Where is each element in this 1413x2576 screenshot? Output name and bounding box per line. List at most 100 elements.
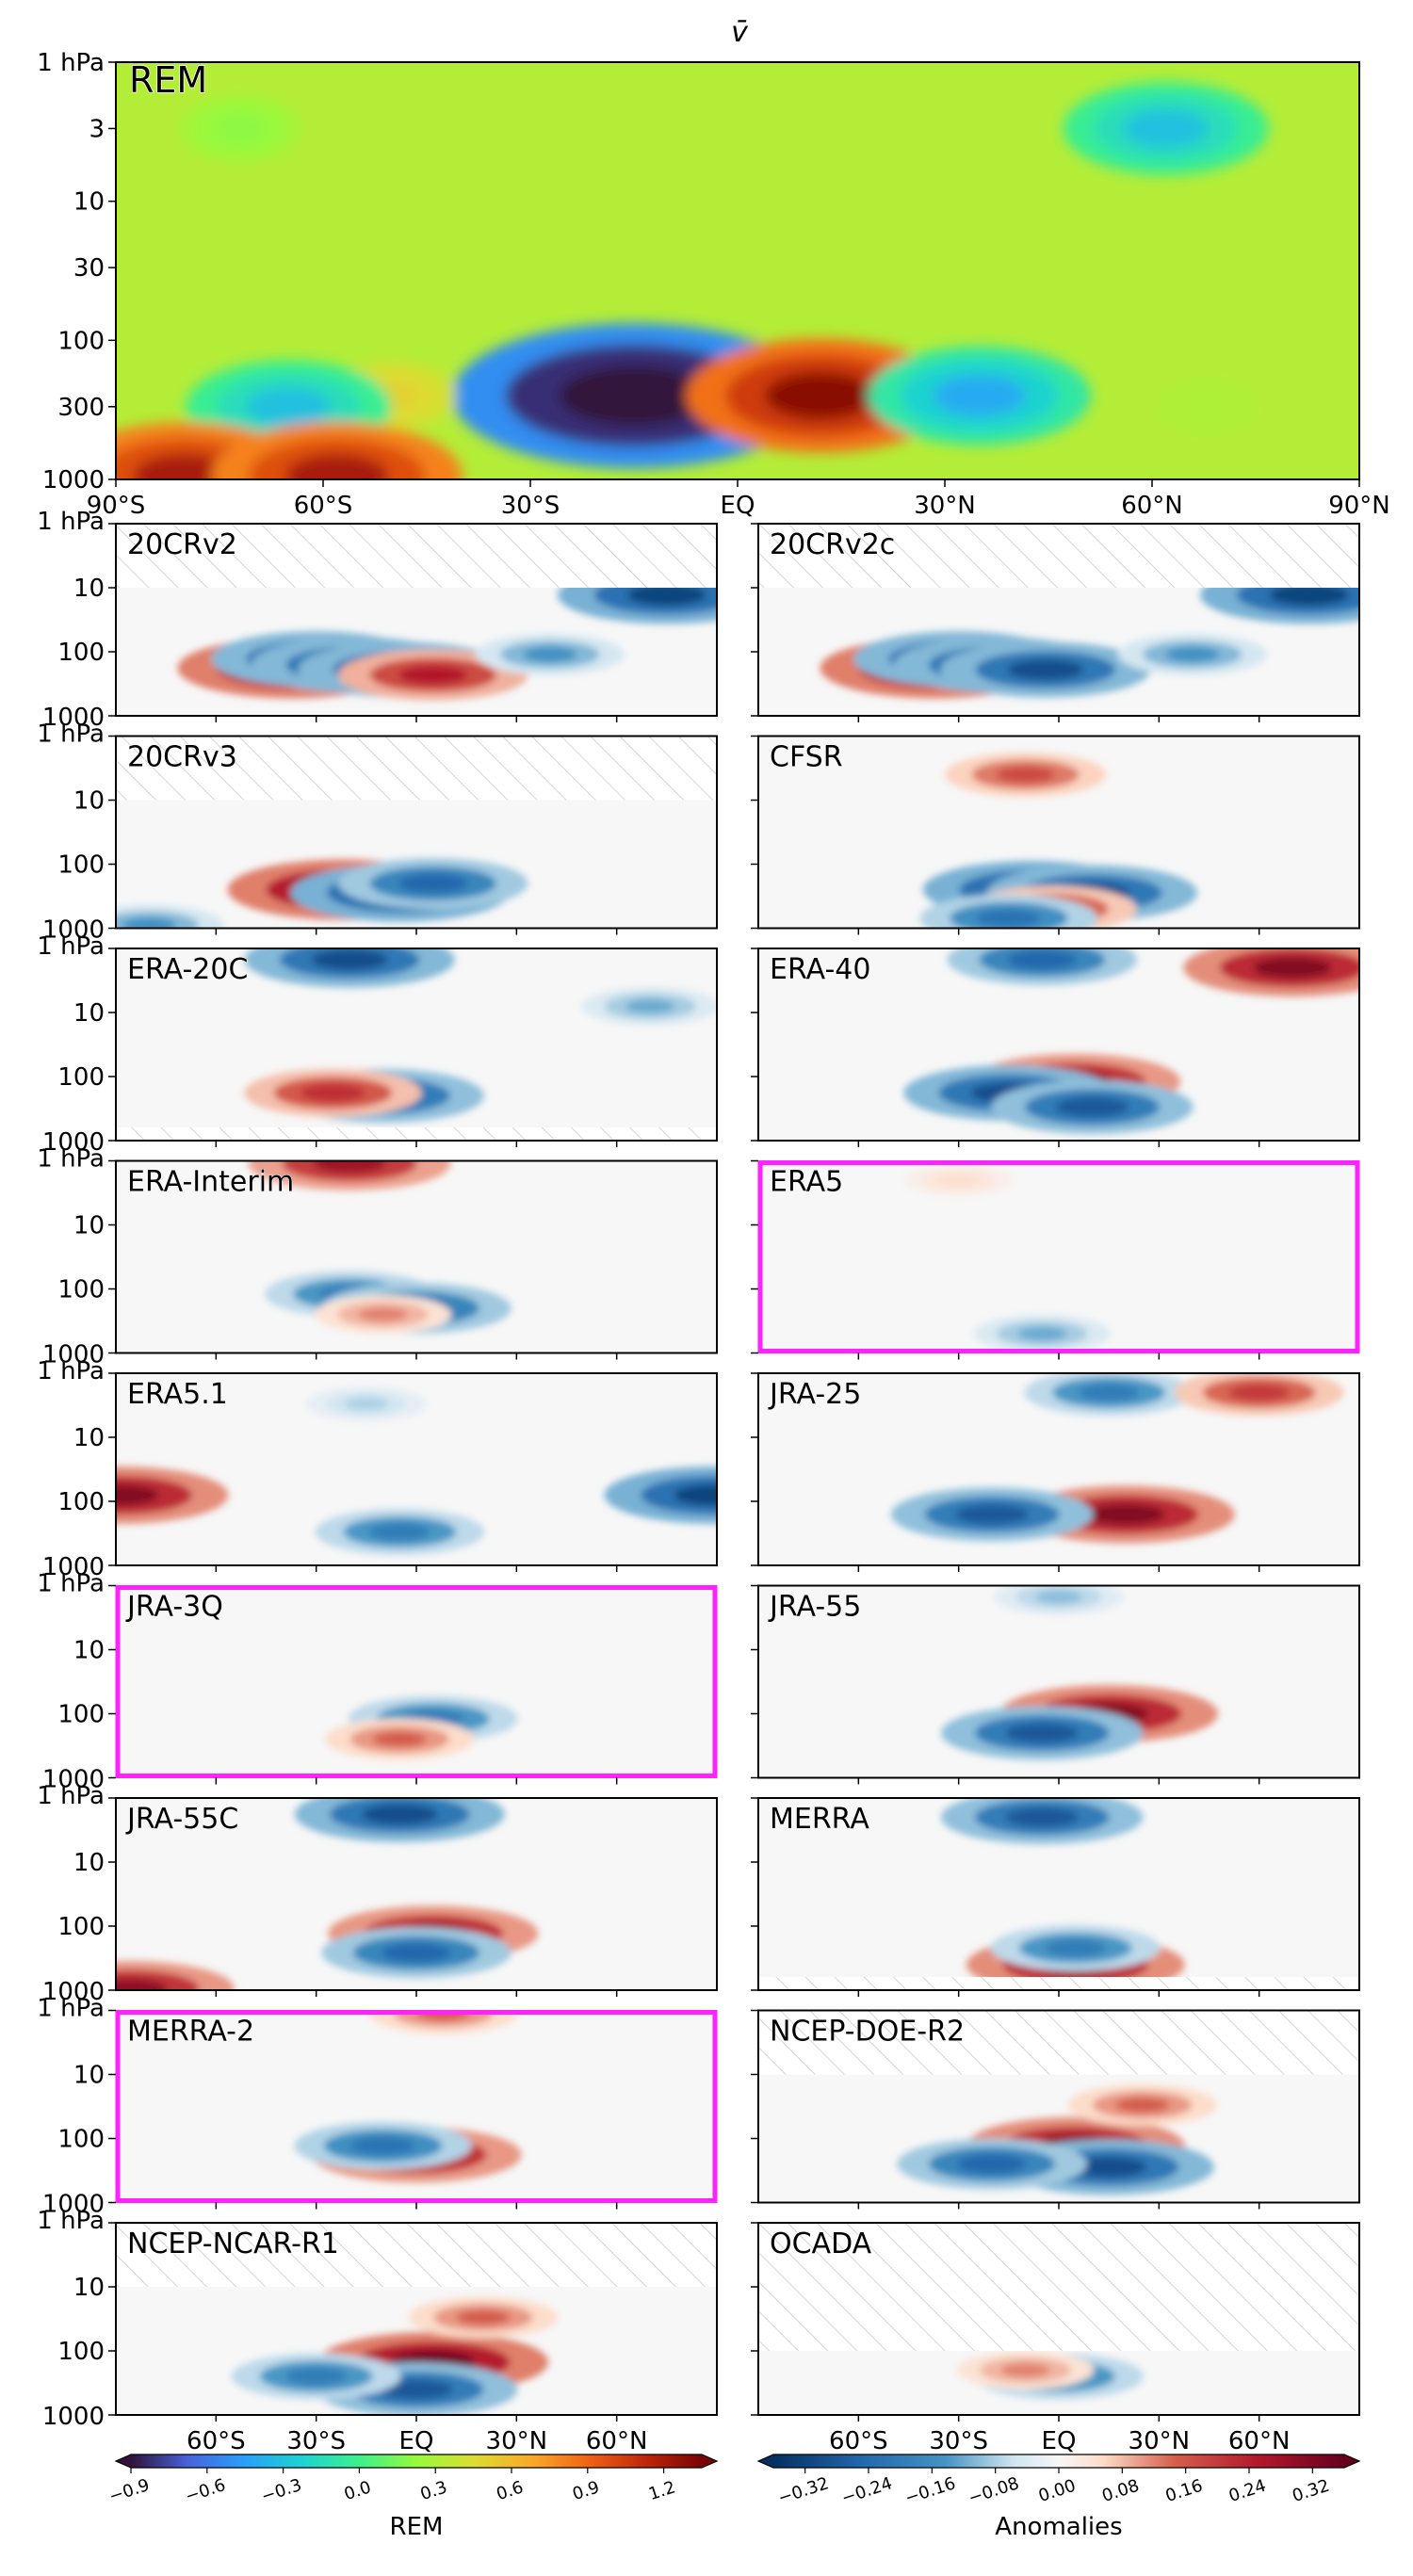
panel-y-tick-label: 1000	[42, 1553, 105, 1581]
panel-jra-55: JRA-55	[751, 1584, 1360, 1785]
panel-y-tick-label: 1 hPa	[37, 1570, 105, 1598]
panel-y-tick-label: 100	[57, 1913, 105, 1941]
anomalies-colorbar: −0.32 −0.24 −0.16 −0.08 0.00 0.08 0.16 0.24 0.32…	[756, 2454, 1361, 2541]
panel-jra-25: JRA-25	[751, 1372, 1360, 1572]
anomalies-colorbar-tick-label: −0.24	[839, 2473, 895, 2508]
panel-x-tick-label: 30°N	[1129, 2427, 1191, 2455]
panel-anomaly-contours	[940, 1585, 1219, 1760]
rem-y-tick-label: 100	[57, 327, 105, 355]
panel-y-tick-label: 1 hPa	[37, 1782, 105, 1810]
rem-contour-9	[284, 454, 389, 479]
panel-ncep-ncar-r1: NCEP-NCAR-R1 1 hPa 10 100 1000 60°S 30°S EQ 30°N…	[37, 2207, 718, 2455]
panel-y-tick-label: 1000	[42, 1128, 105, 1157]
panel-anomaly-2	[1035, 1590, 1082, 1604]
panel-anomaly-contours	[244, 948, 717, 1123]
rem-colorbar-tick-label: 0.9	[570, 2477, 602, 2504]
panel-missing-data-hatch	[116, 736, 717, 801]
anomalies-colorbar-high-extend	[1344, 2454, 1359, 2468]
panel-anomaly-1	[674, 1484, 717, 1506]
panel-anomaly-0	[313, 1160, 386, 1174]
panel-anomaly-0	[1253, 957, 1332, 979]
panel-anomaly-contours	[116, 1798, 539, 1990]
panel-field	[116, 1585, 717, 1778]
panel-anomaly-contours	[956, 2351, 1144, 2400]
panel-era-20c: ERA-20C 1 hPa 10 100 1000	[37, 932, 718, 1157]
anomalies-colorbar-tick-label: 0.00	[1036, 2476, 1079, 2506]
rem-y-tick-label: 1 hPa	[37, 49, 105, 77]
rem-x-tick-label: EQ	[721, 492, 755, 520]
panel-anomaly-contours	[231, 2296, 559, 2415]
rem-x-tick-label: 90°S	[87, 492, 146, 520]
rem-x-tick-label: 30°N	[914, 492, 976, 520]
panel-field	[116, 948, 717, 1141]
rem-colorbar-tick-label: 0.6	[494, 2477, 526, 2504]
panel-anomaly-2	[382, 1943, 451, 1962]
panel-anomaly-1	[1070, 2157, 1147, 2178]
panel-label: 20CRv3	[127, 741, 237, 774]
anomalies-colorbar-low-extend	[758, 2454, 773, 2468]
panel-cfsr: CFSR	[751, 735, 1360, 935]
rem-colorbar-bar	[131, 2454, 702, 2468]
panel-y-tick-label: 10	[73, 2062, 105, 2090]
panel-y-tick-label: 100	[57, 1063, 105, 1092]
panel-anomaly-3	[1115, 2098, 1170, 2113]
panel-x-tick-label: 60°S	[187, 2427, 246, 2455]
panel-anomaly-3	[1228, 1384, 1291, 1401]
panel-y-tick-label: 1000	[42, 704, 105, 732]
panel-merra-2: MERRA-2 1 hPa 10 100 1000	[37, 1995, 718, 2219]
panel-x-tick-label: 30°S	[929, 2427, 988, 2455]
panel-label: 20CRv2	[127, 528, 237, 561]
panel-anomaly-1	[955, 1504, 1029, 1525]
anomalies-colorbar-tick-label: 0.16	[1163, 2476, 1206, 2506]
panel-anomaly-4	[398, 665, 468, 685]
panel-missing-data-hatch	[758, 2223, 1359, 2351]
rem-x-tick-label: 30°S	[501, 492, 560, 520]
panel-field	[758, 2010, 1359, 2203]
anomalies-colorbar-tick-label: −0.32	[775, 2473, 831, 2508]
panel-anomaly-4	[1007, 950, 1077, 969]
panel-anomaly-contours	[890, 1373, 1344, 1544]
panel-label: MERRA-2	[127, 2016, 254, 2049]
panel-ocada: OCADA 60°S 30°S EQ 30°N 60°N	[751, 2222, 1360, 2455]
panel-20crv3: 20CRv3 1 hPa 10 100 1000	[37, 721, 718, 945]
panel-y-tick-label: 1000	[42, 2191, 105, 2219]
panel-anomaly-1	[1005, 1723, 1080, 1743]
panel-era-interim: ERA-Interim 1 hPa 10 100 1000	[37, 1145, 718, 1369]
panel-label: MERRA	[770, 1803, 869, 1836]
panel-highlight-frame	[115, 2010, 718, 2203]
rem-y-tick-label: 10	[73, 188, 105, 217]
panel-label: JRA-3Q	[125, 1591, 223, 1624]
panel-era5: ERA5	[751, 1159, 1360, 1360]
panel-field	[116, 736, 717, 929]
panel-era5-1: ERA5.1 1 hPa 10 100 1000	[37, 1357, 718, 1581]
panel-y-tick-label: 1 hPa	[37, 1357, 105, 1385]
panel-label: ERA5.1	[127, 1378, 228, 1411]
panel-highlight-frame	[115, 1585, 718, 1778]
rem-colorbar-label: REM	[390, 2513, 444, 2541]
panel-anomaly-contours	[116, 857, 528, 929]
panel-anomaly-0	[996, 766, 1055, 783]
rem-contour-0	[559, 365, 709, 426]
panel-label: ERA-40	[770, 953, 870, 986]
panel-field	[758, 524, 1359, 716]
panel-y-tick-label: 1000	[42, 1766, 105, 1794]
anomalies-colorbar-outline	[756, 2454, 1361, 2469]
panel-anomaly-contours	[903, 948, 1359, 1134]
panel-y-tick-label: 1000	[42, 2403, 105, 2431]
panel-anomaly-3	[358, 1307, 408, 1321]
panel-field	[116, 1798, 717, 1990]
panel-y-tick-label: 100	[57, 851, 105, 880]
panel-label: JRA-55	[768, 1591, 861, 1624]
panel-missing-data-hatch	[758, 524, 1359, 588]
figure-title: v̄	[731, 16, 749, 49]
panel-missing-data-hatch	[758, 1977, 1359, 1990]
panel-era-40: ERA-40	[751, 948, 1360, 1147]
panel-anomaly-contours	[820, 566, 1359, 699]
panel-anomaly-3	[285, 2368, 348, 2385]
rem-contours	[116, 81, 1269, 479]
rem-contour-7	[216, 115, 265, 142]
anomalies-colorbar-tick-label: −0.08	[966, 2473, 1021, 2508]
rem-x-tick-label: 60°N	[1121, 492, 1183, 520]
panel-x-tick-label: 60°N	[1228, 2427, 1291, 2455]
panel-y-tick-label: 100	[57, 1701, 105, 1729]
